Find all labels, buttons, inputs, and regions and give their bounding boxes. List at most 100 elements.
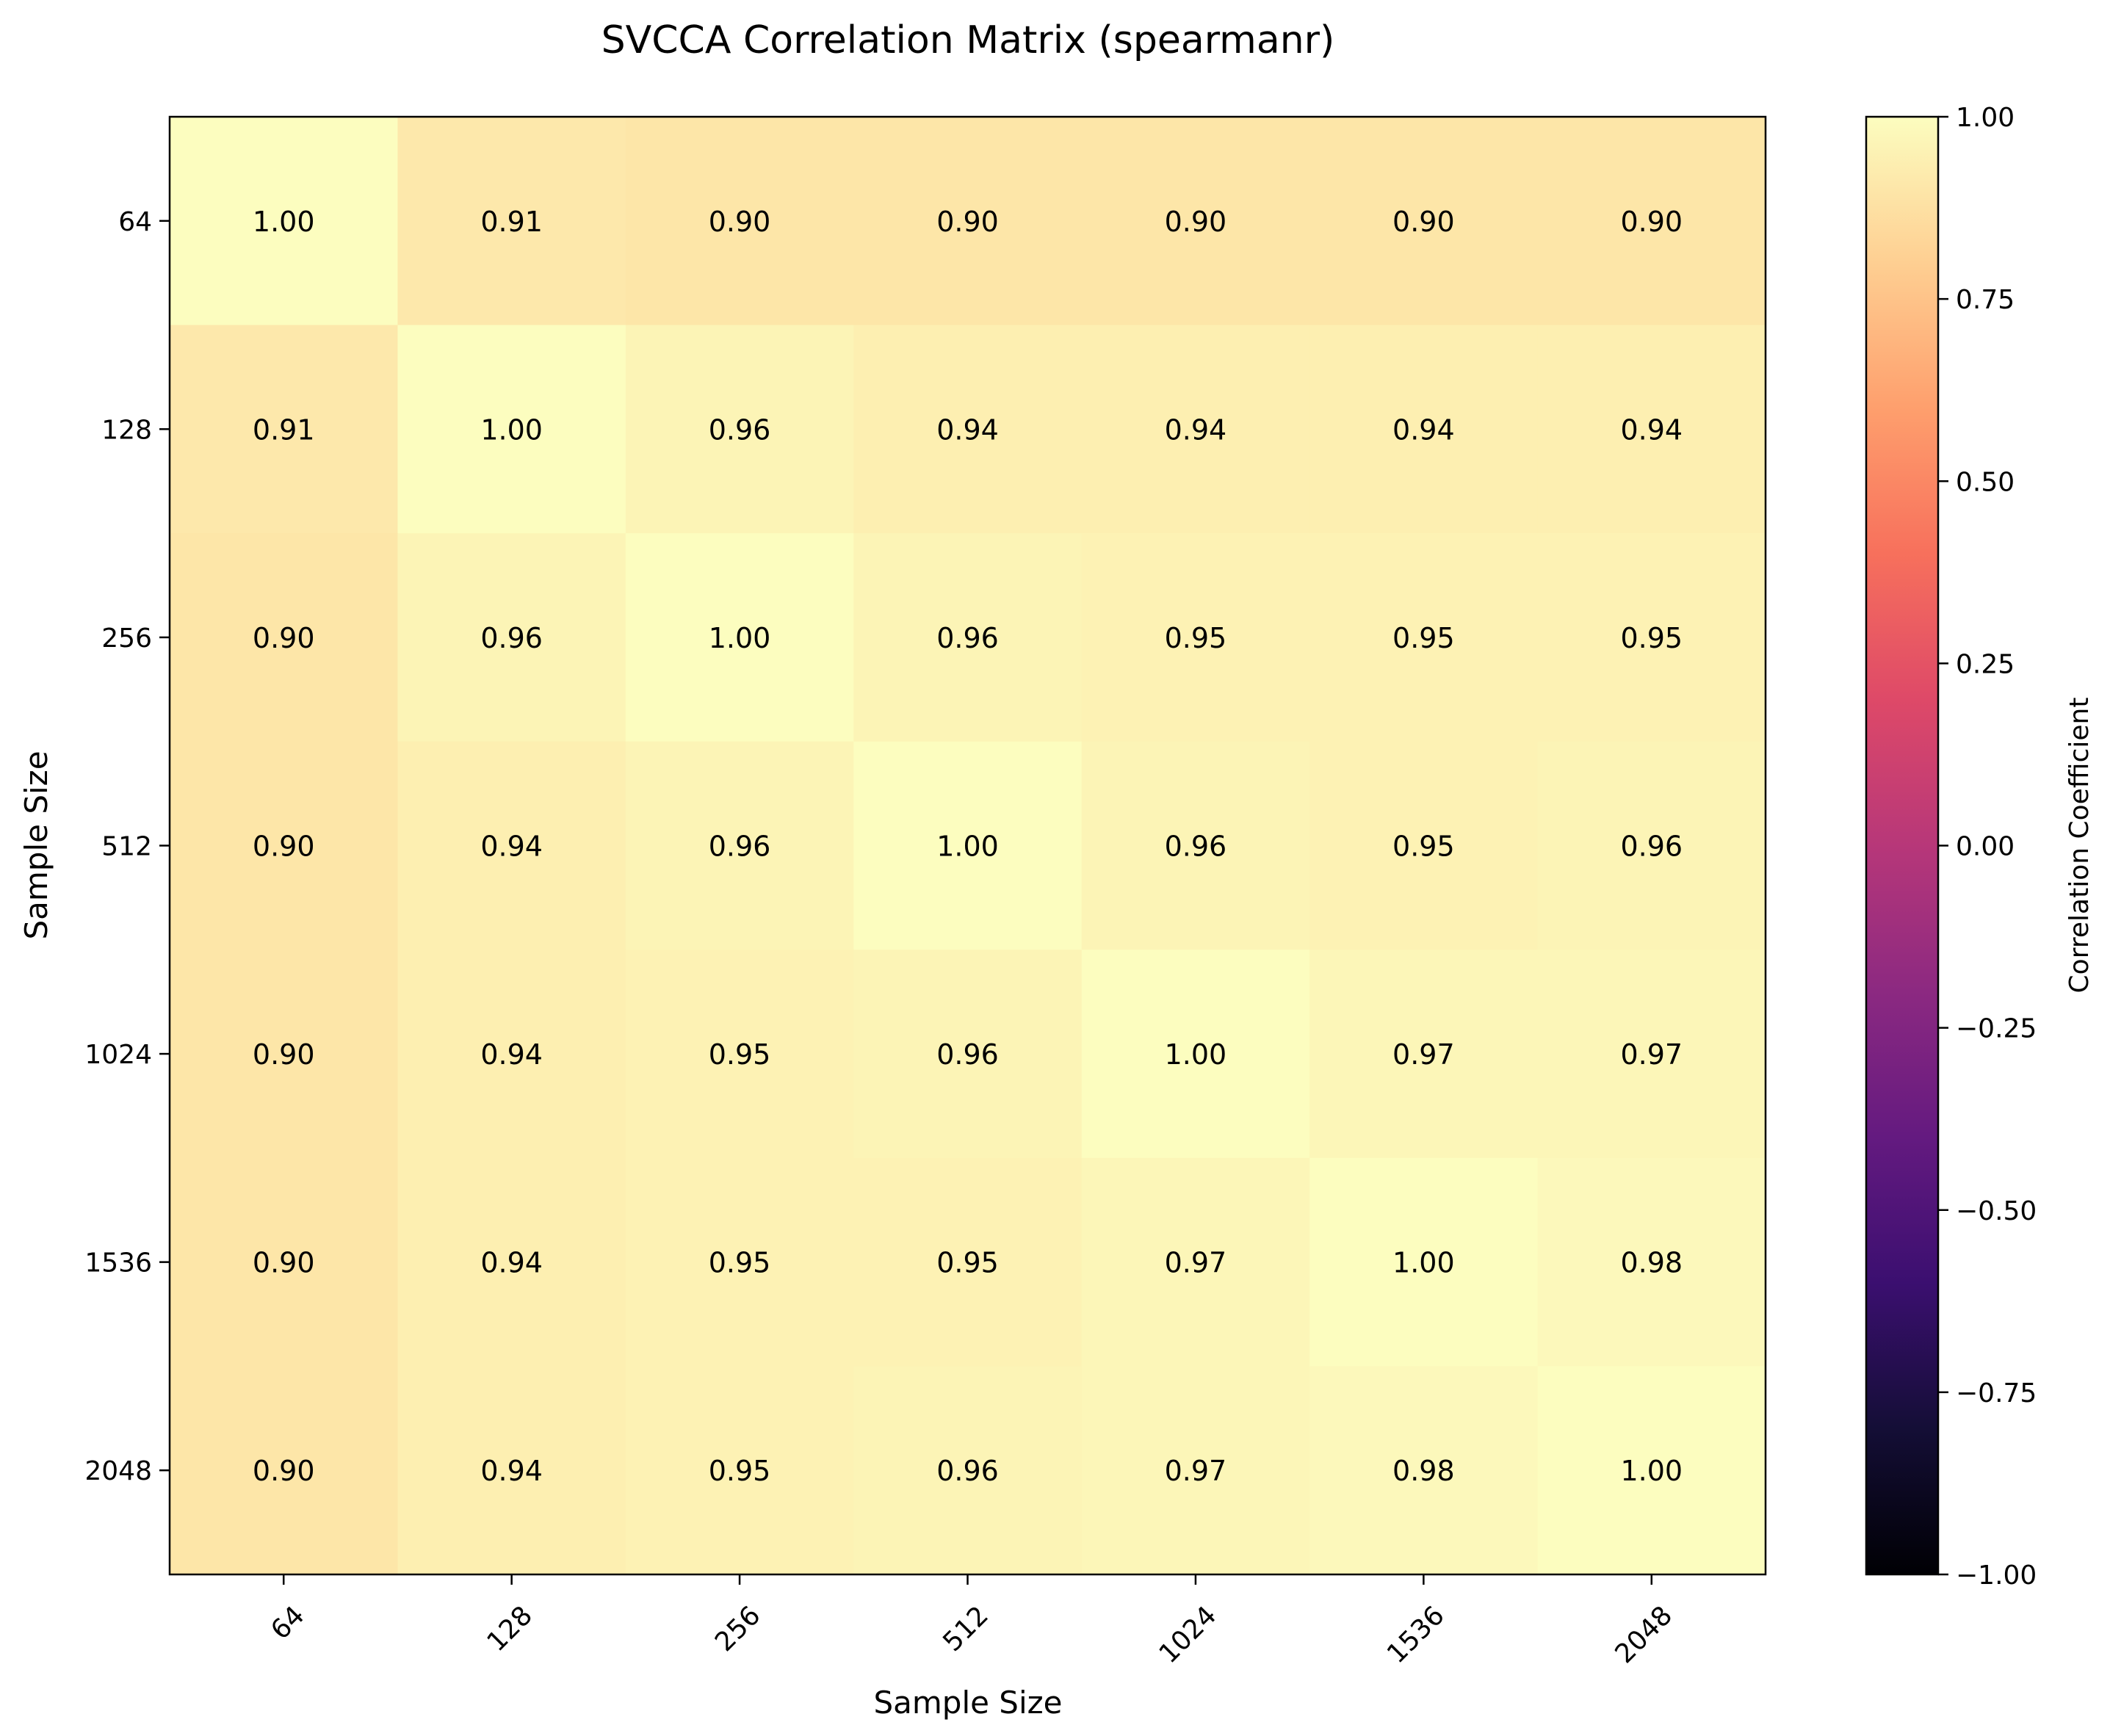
- x-tick-label: 512: [937, 1600, 994, 1657]
- x-tick-label: 1024: [1154, 1600, 1223, 1669]
- cell-value-label: 1.00: [480, 413, 543, 446]
- cell-value-label: 0.95: [936, 1247, 999, 1279]
- heatmap-cell: [1309, 1366, 1539, 1575]
- y-tick-label: 2048: [84, 1456, 152, 1486]
- heatmap-cell: [1309, 117, 1539, 326]
- cell-value-label: 0.94: [480, 1038, 543, 1071]
- heatmap-cell: [1309, 741, 1539, 950]
- cell-value-label: 0.90: [253, 831, 315, 863]
- heatmap-cell: [1081, 1366, 1310, 1575]
- y-tick-label: 256: [101, 623, 152, 654]
- heatmap-cell: [625, 741, 854, 950]
- heatmap-cell: [853, 325, 1083, 534]
- cell-value-label: 0.97: [1620, 1038, 1683, 1071]
- heatmap-cell: [1309, 950, 1539, 1159]
- colorbar-tick-label: −1.00: [1956, 1560, 2037, 1591]
- cell-value-label: 1.00: [709, 622, 771, 654]
- heatmap-cell: [397, 1366, 626, 1575]
- colorbar-label: Correlation Coefficient: [2064, 698, 2095, 994]
- heatmap-cell: [625, 1157, 854, 1367]
- heatmap-cell: [853, 1157, 1083, 1367]
- cell-value-label: 0.96: [936, 622, 999, 654]
- cell-value-label: 0.95: [709, 1038, 771, 1071]
- cell-value-label: 0.95: [1392, 831, 1455, 863]
- x-axis-ticks: 64 128 256 512 1024 1536 2048: [265, 1574, 1678, 1669]
- heatmap-cell-labels: 1.00 0.91 0.90 0.90 0.90 0.90 0.90 0.91 1.00 0.96…: [253, 206, 1683, 1487]
- cell-value-label: 0.96: [709, 831, 771, 863]
- heatmap-cell: [1081, 1157, 1310, 1367]
- cell-value-label: 0.91: [480, 206, 543, 238]
- cell-value-label: 0.97: [1165, 1455, 1227, 1487]
- heatmap-cells: [170, 117, 1766, 1575]
- cell-value-label: 0.95: [1620, 622, 1683, 654]
- heatmap-cell: [625, 533, 854, 742]
- heatmap-cell: [853, 117, 1083, 326]
- colorbar-tick-label: 0.75: [1956, 285, 2015, 315]
- heatmap-cell: [397, 533, 626, 742]
- heatmap-cell: [170, 533, 399, 742]
- heatmap-cell: [1081, 741, 1310, 950]
- cell-value-label: 0.96: [936, 1038, 999, 1071]
- y-tick-label: 1024: [84, 1040, 152, 1070]
- heatmap-cell: [397, 1157, 626, 1367]
- cell-value-label: 1.00: [1165, 1038, 1227, 1071]
- cell-value-label: 0.94: [936, 413, 999, 446]
- heatmap-cell: [625, 325, 854, 534]
- x-axis-label: Sample Size: [873, 1685, 1062, 1721]
- colorbar-tick-label: 0.25: [1956, 649, 2015, 679]
- cell-value-label: 0.95: [1392, 622, 1455, 654]
- cell-value-label: 0.90: [253, 1455, 315, 1487]
- heatmap-cell: [1537, 1366, 1766, 1575]
- cell-value-label: 0.95: [1165, 622, 1227, 654]
- cell-value-label: 0.97: [1392, 1038, 1455, 1071]
- colorbar-tick-label: 0.00: [1956, 832, 2015, 862]
- heatmap-cell: [1081, 325, 1310, 534]
- colorbar-tick-label: −0.50: [1956, 1196, 2037, 1226]
- x-tick-label: 1536: [1381, 1600, 1450, 1669]
- x-tick-label: 2048: [1609, 1600, 1678, 1669]
- cell-value-label: 0.96: [709, 413, 771, 446]
- cell-value-label: 0.90: [936, 206, 999, 238]
- colorbar-ticks: 1.00 0.75 0.50 0.25 0.00 −0.25 −0.50 −0.75 −1.00: [1938, 103, 2037, 1591]
- colorbar-gradient: [1865, 115, 1940, 1576]
- y-tick-label: 128: [101, 415, 152, 445]
- x-tick-label: 256: [709, 1600, 767, 1657]
- cell-value-label: 1.00: [1620, 1455, 1683, 1487]
- cell-value-label: 1.00: [1392, 1247, 1455, 1279]
- cell-value-label: 0.90: [1165, 206, 1227, 238]
- cell-value-label: 0.98: [1620, 1247, 1683, 1279]
- heatmap-cell: [1537, 533, 1766, 742]
- cell-value-label: 0.97: [1165, 1247, 1227, 1279]
- heatmap-cell: [853, 950, 1083, 1159]
- cell-value-label: 0.94: [1392, 413, 1455, 446]
- cell-value-label: 1.00: [253, 206, 315, 238]
- heatmap-cell: [625, 1366, 854, 1575]
- cell-value-label: 0.94: [480, 1247, 543, 1279]
- colorbar-tick-label: 1.00: [1956, 103, 2015, 133]
- cell-value-label: 0.94: [1165, 413, 1227, 446]
- colorbar-tick-label: −0.25: [1956, 1014, 2037, 1044]
- heatmap-cell: [1537, 950, 1766, 1159]
- heatmap-cell: [170, 1157, 399, 1367]
- heatmap-cell: [625, 117, 854, 326]
- heatmap-cell: [853, 1366, 1083, 1575]
- heatmap-cell: [853, 533, 1083, 742]
- y-tick-label: 1536: [84, 1248, 152, 1279]
- x-tick-label: 128: [482, 1600, 539, 1657]
- heatmap-cell: [397, 325, 626, 534]
- cell-value-label: 0.90: [253, 1038, 315, 1071]
- cell-value-label: 0.95: [709, 1455, 771, 1487]
- cell-value-label: 0.90: [709, 206, 771, 238]
- chart-title: SVCCA Correlation Matrix (spearmanr): [601, 18, 1335, 62]
- cell-value-label: 0.91: [253, 413, 315, 446]
- heatmap-cell: [397, 117, 626, 326]
- cell-value-label: 0.96: [1620, 831, 1683, 863]
- cell-value-label: 0.96: [1165, 831, 1227, 863]
- y-axis-label: Sample Size: [18, 751, 54, 939]
- heatmap-cell: [397, 741, 626, 950]
- heatmap-cell: [853, 741, 1083, 950]
- heatmap-cell: [170, 325, 399, 534]
- cell-value-label: 0.90: [1392, 206, 1455, 238]
